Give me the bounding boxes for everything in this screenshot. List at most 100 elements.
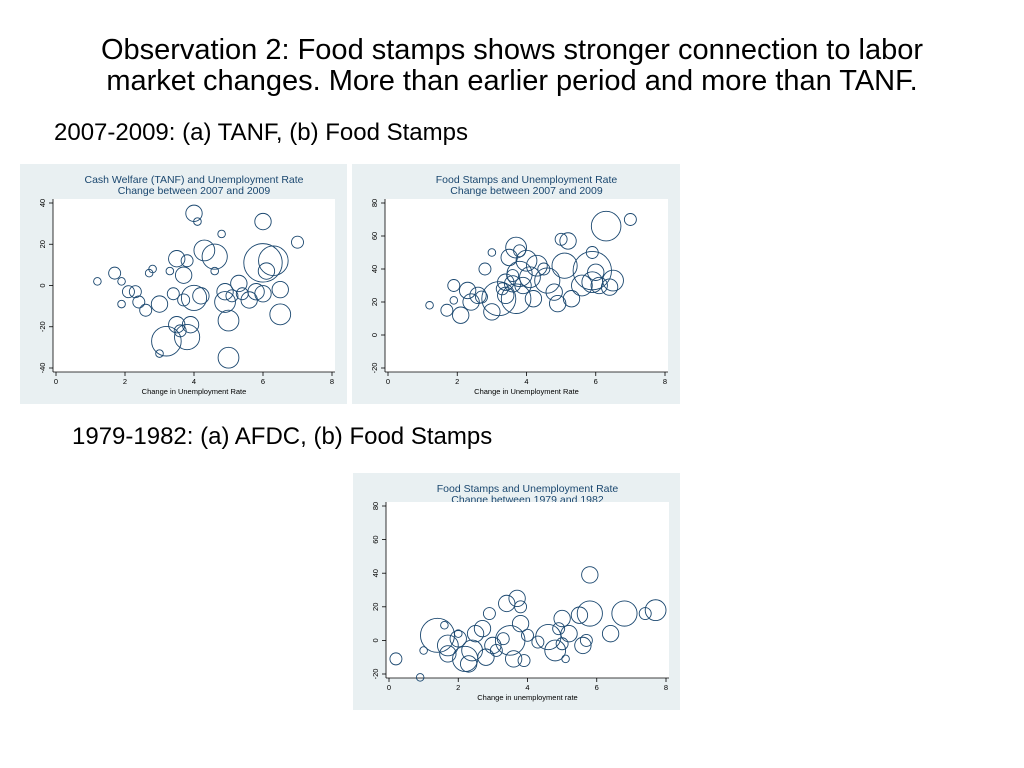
data-point (180, 284, 208, 311)
data-point (449, 296, 459, 305)
data-point (449, 630, 467, 648)
data-point (439, 645, 457, 663)
y-tick-label: 0 (370, 333, 379, 337)
data-point (524, 290, 543, 308)
x-axis-label: Change in Unemployment Rate (142, 387, 247, 396)
data-point (254, 212, 272, 231)
chart-tanf-2007-2009: Cash Welfare (TANF) and Unemployment Rat… (20, 164, 347, 404)
data-point (553, 609, 571, 628)
headline-line-1: Observation 2: Food stamps shows stronge… (100, 34, 924, 66)
data-point (117, 277, 126, 286)
chart-svg: Food Stamps and Unemployment RateChange … (371, 483, 669, 702)
y-tick-label: 40 (371, 569, 380, 577)
data-point (498, 594, 516, 613)
data-point (452, 306, 470, 324)
data-point (504, 650, 523, 668)
data-point (243, 243, 283, 283)
data-point (521, 628, 534, 642)
x-tick-label: 2 (123, 377, 127, 386)
data-point (600, 278, 619, 296)
data-point (513, 244, 527, 258)
data-point (611, 600, 638, 627)
data-point (590, 276, 608, 295)
data-point (230, 274, 248, 293)
data-point (166, 287, 180, 301)
plot-area (386, 502, 669, 678)
data-point (139, 303, 153, 317)
data-point (545, 283, 563, 301)
x-tick-label: 0 (386, 377, 390, 386)
x-tick-label: 0 (54, 377, 58, 386)
data-point (496, 632, 510, 646)
data-point (487, 248, 497, 257)
data-point (462, 293, 480, 311)
data-point (473, 619, 492, 638)
data-point (576, 600, 603, 627)
data-point (291, 235, 304, 249)
data-point (544, 639, 567, 662)
data-point (560, 625, 578, 643)
data-point (93, 277, 102, 286)
y-tick-label: 40 (370, 265, 379, 273)
y-tick-label: 20 (371, 603, 380, 611)
data-point (590, 210, 622, 242)
data-point (177, 293, 191, 307)
data-point (247, 283, 265, 301)
data-point (419, 646, 428, 655)
data-point (571, 274, 593, 297)
data-point (497, 286, 515, 305)
data-point (217, 229, 226, 239)
x-tick-label: 2 (455, 377, 459, 386)
data-point (602, 269, 624, 292)
data-point (155, 349, 164, 358)
data-point (475, 290, 488, 304)
data-point (508, 589, 526, 608)
data-point (481, 281, 517, 317)
data-point (644, 599, 667, 622)
data-point (258, 245, 289, 276)
data-point (269, 303, 292, 326)
data-point (217, 346, 240, 369)
data-point (151, 325, 182, 357)
data-point (174, 266, 193, 284)
data-point (461, 639, 483, 662)
data-point (482, 607, 496, 620)
data-point (478, 262, 492, 276)
chart-foodstamps-1979-1982: Food Stamps and Unemployment Rate Change … (353, 473, 680, 710)
data-point (440, 621, 449, 630)
data-point (587, 263, 605, 281)
data-point (561, 654, 570, 664)
data-point (535, 623, 562, 651)
data-point (526, 254, 548, 277)
headline-line-2: market changes. More than earlier period… (106, 65, 918, 97)
data-point (447, 279, 461, 292)
data-point (108, 266, 122, 280)
data-point (531, 635, 545, 649)
y-tick-label: 60 (370, 232, 379, 240)
chart-svg: Food Stamps and Unemployment Rate Change … (370, 174, 668, 396)
data-point (581, 566, 599, 584)
data-point (254, 285, 272, 303)
data-point (534, 267, 561, 294)
data-point (121, 285, 135, 299)
chart-title: Cash Welfare (TANF) and Unemployment Rat… (84, 174, 303, 186)
data-point (458, 281, 477, 300)
data-point (128, 285, 142, 299)
x-axis-label: Change in Unemployment Rate (474, 387, 579, 396)
data-point (623, 213, 637, 226)
data-point (201, 243, 228, 270)
data-point (174, 324, 201, 351)
data-point (217, 309, 240, 332)
subtitle-1979-1982: 1979-1982: (a) AFDC, (b) Food Stamps (72, 423, 493, 450)
data-point (214, 291, 236, 313)
data-point (519, 266, 541, 289)
data-point (574, 636, 592, 655)
y-tick-label: 60 (371, 535, 380, 543)
chart-title: Food Stamps and Unemployment Rate (436, 174, 618, 186)
data-point (497, 273, 515, 291)
data-point (216, 283, 234, 301)
data-point (579, 633, 593, 647)
data-point (515, 249, 538, 272)
data-point (440, 303, 454, 317)
data-point (562, 290, 581, 308)
